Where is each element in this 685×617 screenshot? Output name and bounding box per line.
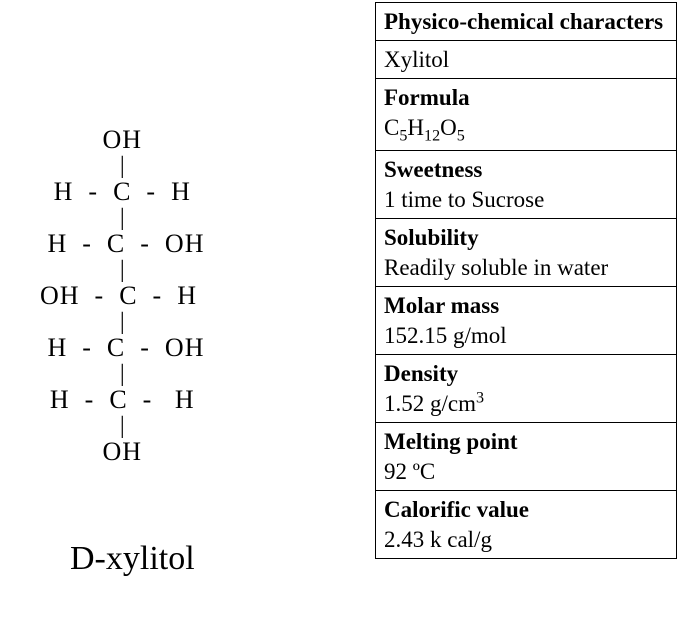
atom-row: H - C - OH — [40, 229, 205, 259]
bond-row: | — [40, 415, 205, 437]
prop-label: Solubility — [384, 225, 479, 250]
table-cell: Xylitol — [376, 40, 677, 78]
atom-row: H - C - H — [40, 177, 205, 207]
prop-value: 1.52 g/cm3 — [384, 391, 484, 416]
atom-row: OH - C - H — [40, 281, 205, 311]
table-row: Sweetness 1 time to Sucrose — [376, 151, 677, 219]
prop-label: Melting point — [384, 429, 518, 454]
prop-label: Density — [384, 361, 458, 386]
prop-label: Calorific value — [384, 497, 529, 522]
table-row: Density 1.52 g/cm3 — [376, 354, 677, 422]
table-cell: Sweetness 1 time to Sucrose — [376, 151, 677, 219]
prop-label: Sweetness — [384, 157, 482, 182]
table-row: Molar mass 152.15 g/mol — [376, 286, 677, 354]
structure-panel: OH| H - C - H | H - C - OH|OH - C - H | … — [0, 0, 375, 617]
chemical-structure: OH| H - C - H | H - C - OH|OH - C - H | … — [40, 125, 205, 467]
prop-value: C5H12O5 — [384, 115, 465, 140]
bond-row: | — [40, 363, 205, 385]
prop-value: 2.43 k cal/g — [384, 527, 492, 552]
structure-caption: D-xylitol — [70, 540, 195, 578]
prop-value: 1 time to Sucrose — [384, 187, 544, 212]
table-header: Physico-chemical characters — [384, 9, 663, 34]
atom-row: OH — [40, 125, 205, 155]
prop-value: 92 ºC — [384, 459, 435, 484]
table-cell: Solubility Readily soluble in water — [376, 218, 677, 286]
atom-row: OH — [40, 437, 205, 467]
table-cell: Melting point 92 ºC — [376, 422, 677, 490]
table-row: Physico-chemical characters — [376, 3, 677, 41]
prop-label: Formula — [384, 85, 470, 110]
bond-row: | — [40, 259, 205, 281]
table-row: Melting point 92 ºC — [376, 422, 677, 490]
atom-row: H - C - H — [40, 385, 205, 415]
table-row: Solubility Readily soluble in water — [376, 218, 677, 286]
table-row: Calorific value 2.43 k cal/g — [376, 490, 677, 558]
bond-row: | — [40, 311, 205, 333]
bond-row: | — [40, 207, 205, 229]
table-cell: Physico-chemical characters — [376, 3, 677, 41]
properties-panel: Physico-chemical characters Xylitol Formul… — [375, 0, 685, 617]
table-row: Xylitol — [376, 40, 677, 78]
table-cell: Molar mass 152.15 g/mol — [376, 286, 677, 354]
compound-name: Xylitol — [384, 47, 449, 72]
prop-value: 152.15 g/mol — [384, 323, 507, 348]
table-cell: Formula C5H12O5 — [376, 78, 677, 150]
table-row: Formula C5H12O5 — [376, 78, 677, 150]
prop-value: Readily soluble in water — [384, 255, 608, 280]
table-cell: Calorific value 2.43 k cal/g — [376, 490, 677, 558]
table-cell: Density 1.52 g/cm3 — [376, 354, 677, 422]
prop-label: Molar mass — [384, 293, 499, 318]
atom-row: H - C - OH — [40, 333, 205, 363]
properties-table: Physico-chemical characters Xylitol Formul… — [375, 2, 677, 559]
bond-row: | — [40, 155, 205, 177]
